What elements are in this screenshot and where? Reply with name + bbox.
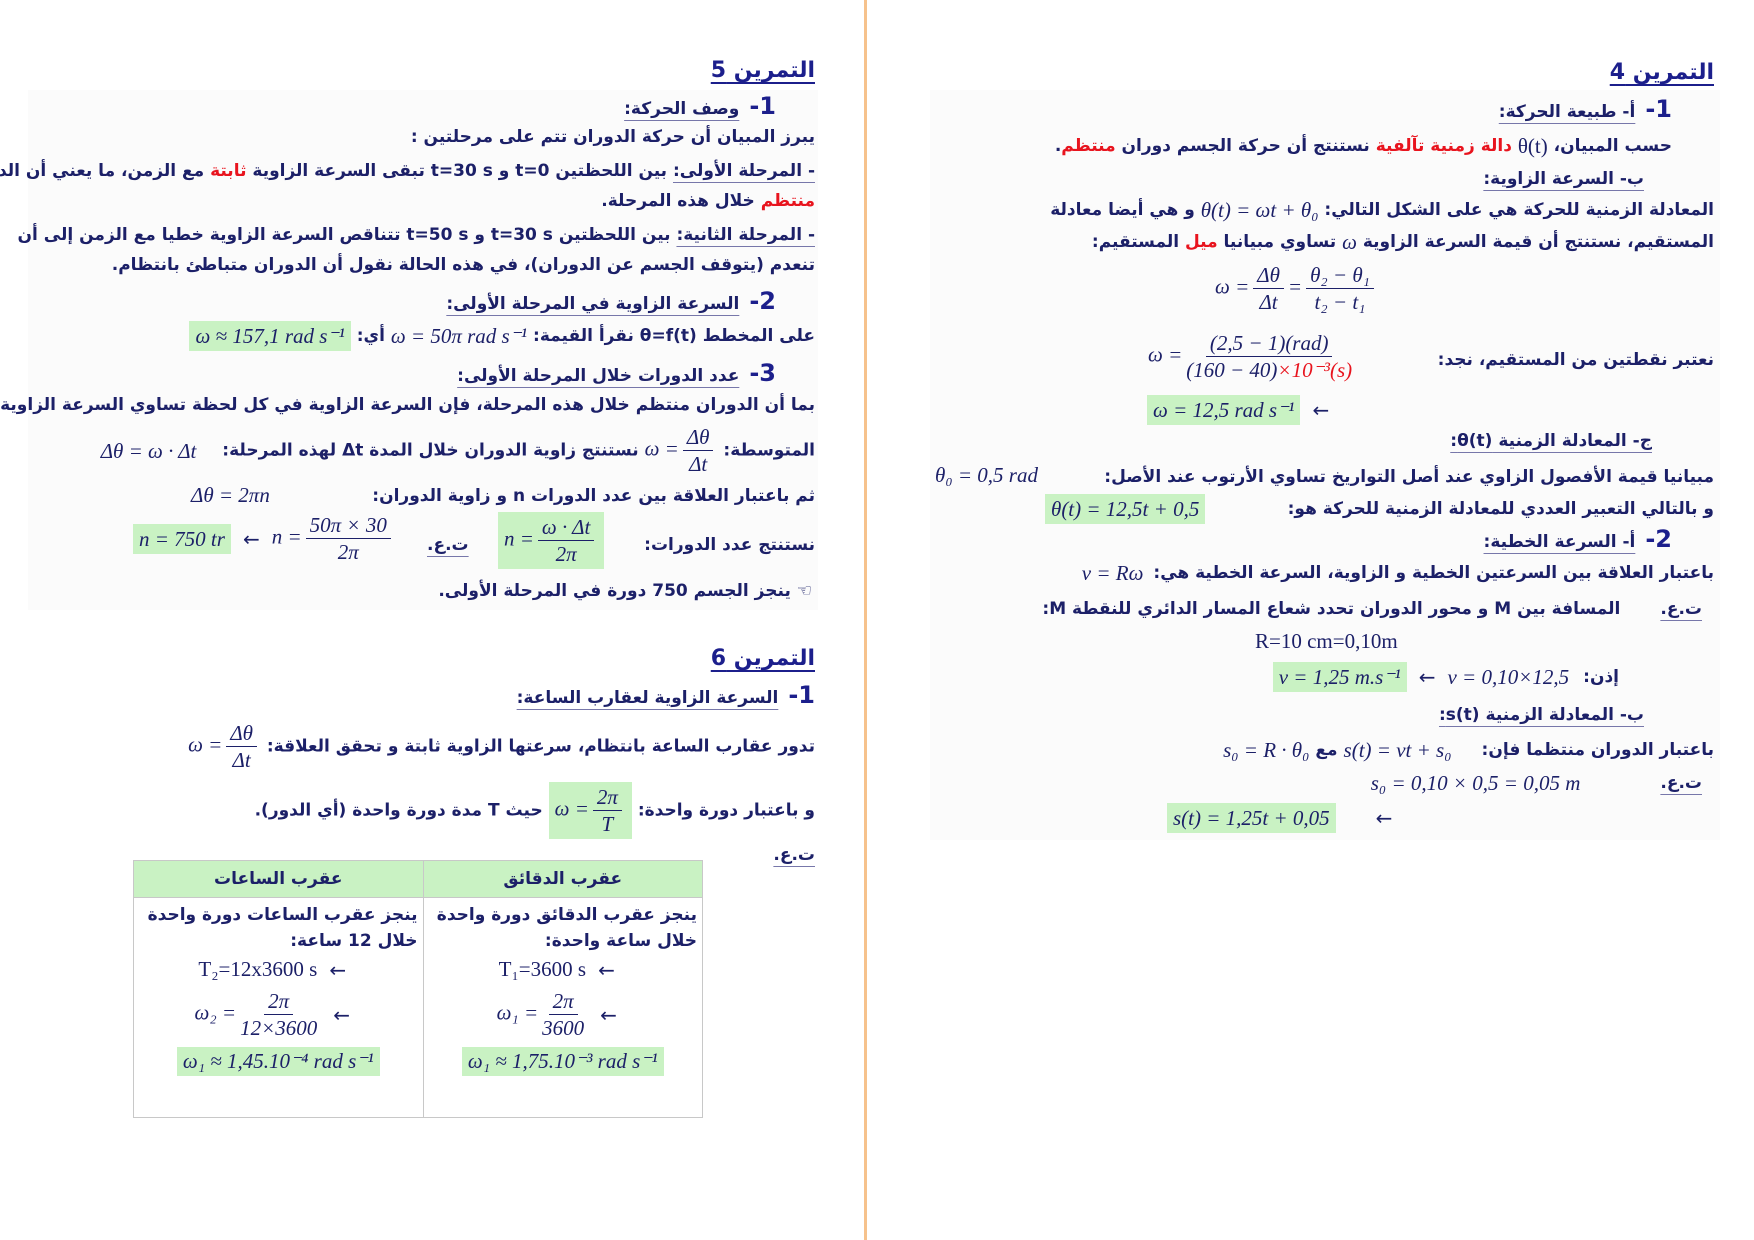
ex4-radius: R=10 cm=0,10m <box>1255 629 1398 653</box>
ex5-conclusion: ☜ ينجز الجسم 750 دورة في المرحلة الأولى. <box>438 581 812 601</box>
ex5-te: ت.ع. <box>427 535 469 555</box>
ex4-line10: إذن:v = 0,10×12,5←v = 1,25 m.s⁻¹ <box>1272 662 1619 692</box>
ex4-line12: ت.ع.s₀ = 0,10 × 0,5 = 0,05 m <box>1370 771 1702 795</box>
ex5-line4: - المرحلة الثانية: بين اللحظتين t=30 s و… <box>17 225 815 245</box>
ex5-line2: - المرحلة الأولى: بين اللحظتين t=0 و t=3… <box>0 161 815 181</box>
ex4-result-theta: θ(t) = 12,5t + 0,5 <box>1045 494 1206 524</box>
ex5-line5: تنعدم (يتوقف الجسم عن الدوران)، في هذه ا… <box>111 255 815 275</box>
ex4-formula-calc: ω = (2,5 − 1)(rad) (160 − 40)×10⁻³(s) <box>1148 331 1353 382</box>
right-page-panel <box>930 90 1720 840</box>
ex4-q1c-heading: ج- المعادلة الزمنية θ(t): <box>1450 431 1652 451</box>
ex5-title: التمرين 5 <box>710 58 815 83</box>
ex5-line10: نستنتج عدد الدورات: <box>644 535 815 555</box>
header-minute-hand: عقرب الدقائق <box>422 860 704 898</box>
ex4-q2b-heading: ب- المعادلة الزمنية s(t): <box>1438 705 1644 725</box>
header-hour-hand: عقرب الساعات <box>133 860 424 898</box>
ex5-q1-heading: 1-وصف الحركة: <box>624 92 776 120</box>
ex4-line5: مبيانيا قيمة الأفصول الزاوي عند أصل التو… <box>1104 467 1714 487</box>
ex5-line8: المتوسطة: ω = Δθ Δt نستنتج زاوية الدوران خ… <box>100 425 815 476</box>
page-divider <box>864 0 867 1240</box>
ex6-title: التمرين 6 <box>710 646 815 671</box>
ex4-line6: و بالتالي التعبير العددي للمعادلة الزمني… <box>1287 499 1714 519</box>
ex5-delta-theta: Δθ = 2πn <box>191 483 270 507</box>
ex5-formula-n: n = ω · Δt 2π <box>498 512 605 569</box>
ex4-theta0: θ₀ = 0,5 rad <box>935 463 1038 487</box>
ex6-line2: و باعتبار دورة واحدة: ω = 2π T حيث T مدة د… <box>255 782 815 839</box>
hour-hand-cell: ينجز عقرب الساعات دورة واحدة خلال 12 ساع… <box>133 897 424 1118</box>
ex4-q2-heading: 2-أ- السرعة الخطية: <box>1483 525 1672 553</box>
ex5-q3-heading: 3-عدد الدورات خلال المرحلة الأولى: <box>457 359 776 387</box>
ex6-te: ت.ع. <box>773 845 815 865</box>
ex4-q1b-heading: ب- السرعة الزاوية: <box>1483 169 1644 189</box>
ex4-result-omega: ω = 12,5 rad s⁻¹ ← <box>1147 395 1341 425</box>
clock-hands-table: عقرب الدقائق عقرب الساعات ينجز عقرب الدق… <box>133 860 704 1118</box>
ex4-q1-heading: 1-أ- طبيعة الحركة: <box>1498 95 1672 123</box>
ex5-calc-n: n = 750 tr ← n = 50π × 30 2π <box>133 512 395 565</box>
ex4-result-s: s(t) = 1,25t + 0,05 ← <box>1167 803 1404 833</box>
ex5-line1: يبرز المبيان أن حركة الدوران تتم على مرح… <box>410 127 815 147</box>
left-page-panel <box>28 90 818 610</box>
ex4-line8: ت.ع.المسافة بين M و محور الدوران تحدد شع… <box>1042 599 1702 619</box>
ex4-line11: باعتبار الدوران منتظما فإن:s(t) = vt + s… <box>1223 738 1714 762</box>
ex6-q1-heading: 1-السرعة الزاوية لعقارب الساعة: <box>516 681 815 709</box>
ex4-line2: المعادلة الزمنية للحركة هي على الشكل الت… <box>1050 198 1714 222</box>
ex4-line3: المستقيم، نستنتج أن قيمة السرعة الزاوية … <box>1091 230 1714 254</box>
ex4-line7: باعتبار العلاقة بين السرعتين الخطية و ال… <box>1081 561 1714 585</box>
ex4-formula-omega: ω = Δθ Δt = θ₂ − θ₁ t₂ − t₁ <box>1215 262 1378 315</box>
ex5-line3: منتظم خلال هذه المرحلة. <box>601 191 815 211</box>
ex4-line4: نعتبر نقطتين من المستقيم، نجد: <box>1437 350 1714 370</box>
ex5-line9: ثم باعتبار العلاقة بين عدد الدورات n و ز… <box>372 486 815 506</box>
ex5-line6: على المخطط θ=f(t) نقرأ القيمة: ω = 50π r… <box>189 321 815 351</box>
ex5-line7: بما أن الدوران منتظم خلال هذه المرحلة، ف… <box>0 395 815 415</box>
ex4-line1: حسب المبيان، θ(t) دالة زمنية تآلفية نستن… <box>1054 134 1672 158</box>
minute-hand-cell: ينجز عقرب الدقائق دورة واحدة خلال ساعة و… <box>422 897 704 1118</box>
ex6-line1: تدور عقارب الساعة بانتظام، سرعتها الزاوي… <box>188 721 815 772</box>
ex5-q2-heading: 2-السرعة الزاوية في المرحلة الأولى: <box>446 287 776 315</box>
ex4-title: التمرين 4 <box>1609 60 1714 85</box>
